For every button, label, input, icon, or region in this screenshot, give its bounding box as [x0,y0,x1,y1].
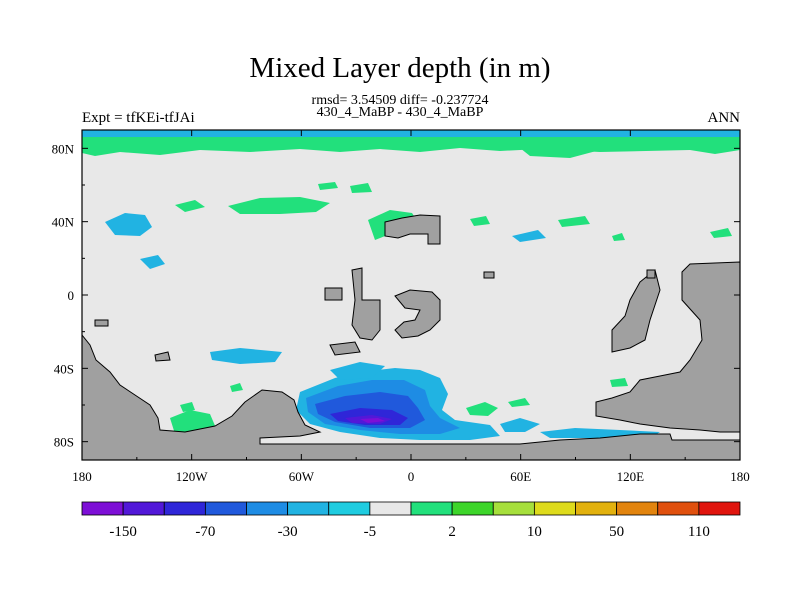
stats-line: rmsd= 3.54509 diff= -0.237724 [311,93,489,108]
x-tick-label: 0 [408,469,415,484]
pacific-negative-patch [140,255,165,269]
indian-negative-patch [512,230,546,242]
small-positive-patch [180,402,195,412]
y-tick-label: 40N [52,215,75,230]
small-positive-patch [350,183,372,193]
colorbar-swatch [369,501,412,516]
arctic-patch [520,145,600,158]
x-tick-label: 180 [730,469,750,484]
colorbar-swatch [657,501,700,516]
colorbar-swatch [163,501,206,516]
mid-latitude-patch [175,200,205,212]
colorbar-label: 50 [609,524,624,540]
experiment-label: Expt = tfKEi-tfJAi [82,110,195,126]
y-tick-label: 80N [52,141,75,156]
colorbar-label: -5 [364,524,377,540]
y-axis: 80N 40N 0 40S 80S [52,141,740,450]
colorbar-swatch [451,501,494,516]
southern-negative-extreme [360,418,385,423]
small-positive-patch [558,216,590,227]
case-line: 430_4_MaBP - 430_4_MaBP [316,105,484,120]
x-tick-label: 60E [510,469,531,484]
small-positive-patch [230,383,243,392]
x-tick-label: 60W [289,469,315,484]
southern-positive-patch [466,402,498,416]
y-tick-label: 40S [54,361,74,376]
y-tick-label: 80S [54,435,74,450]
colorbar-label: -30 [278,524,298,540]
x-tick-label: 120E [617,469,645,484]
small-positive-patch [710,228,732,238]
chart-title: Mixed Layer depth (in m) [249,52,551,84]
colorbar-swatch [122,501,165,516]
land-masses [82,214,740,460]
y-tick-label: 0 [68,288,75,303]
x-axis: 180 120W 60W 0 60E 120E 180 [72,130,750,484]
north-atlantic-positive [228,197,330,214]
colorbar-swatch [410,501,453,516]
colorbar-label: 2 [448,524,456,540]
colorbar-swatch [533,501,576,516]
colorbar-swatch [81,501,124,516]
colorbar-label: 10 [527,524,542,540]
colorbar-swatch [287,501,330,516]
colorbar-swatch [698,501,741,516]
x-tick-label: 180 [72,469,92,484]
small-positive-patch [508,398,530,407]
southern-negative-patch [500,418,540,432]
x-tick-label: 120W [176,469,209,484]
small-positive-patch [610,378,628,387]
colorbar-swatch [328,501,371,516]
colorbar-swatch [246,501,289,516]
colorbar-label: -150 [109,524,137,540]
colorbar-swatch [492,501,535,516]
colorbar-swatch [204,501,247,516]
colorbar-swatch [575,501,618,516]
small-positive-patch [612,233,625,241]
colorbar-label: -70 [195,524,215,540]
southern-negative-lobe [330,362,385,380]
colorbar-swatch [616,501,659,516]
colorbar-label: 110 [688,524,710,540]
season-label: ANN [707,110,741,126]
arctic-positive-band [82,137,740,156]
south-pacific-negative [210,348,282,364]
small-positive-patch [470,216,490,226]
north-pacific-negative [105,213,152,236]
map-field [82,130,740,460]
small-positive-patch [318,182,338,190]
colorbar: -150 -70 -30 -5 2 10 50 110 [81,501,741,540]
